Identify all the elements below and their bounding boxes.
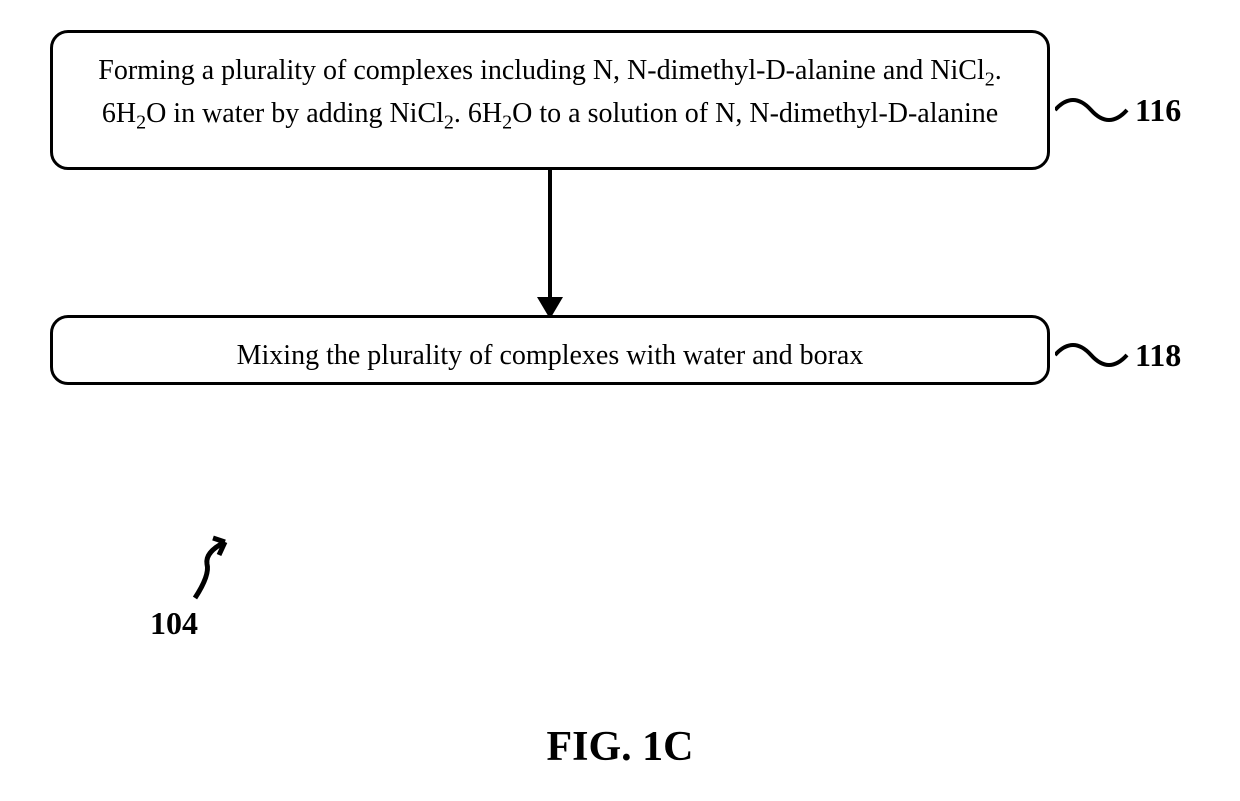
process-box-116: Forming a plurality of complexes includi… [50,30,1050,170]
reference-label-118: 118 [1135,337,1181,374]
text-segment: O in water by adding NiCl [146,98,444,129]
arrow-line [548,170,552,302]
process-text-118: Mixing the plurality of complexes with w… [93,336,1007,375]
subscript: 2 [136,111,146,133]
figure-caption: FIG. 1C [547,723,694,771]
process-box-118: Mixing the plurality of complexes with w… [50,315,1050,385]
text-segment: O to a solution of N, N-dimethyl-D-alani… [512,98,998,129]
reference-label-104: 104 [150,605,198,642]
text-segment: Forming a plurality of complexes includi… [98,55,984,86]
subscript: 2 [985,69,995,91]
text-segment: . 6H [454,98,502,129]
reference-label-116: 116 [1135,92,1181,129]
subscript: 2 [444,111,454,133]
process-text-116: Forming a plurality of complexes includi… [93,51,1007,136]
reference-arrow-104 [185,530,255,610]
connector-squiggle-118 [1055,330,1130,385]
flowchart-arrow [537,170,563,324]
subscript: 2 [502,111,512,133]
connector-squiggle-116 [1055,85,1130,140]
